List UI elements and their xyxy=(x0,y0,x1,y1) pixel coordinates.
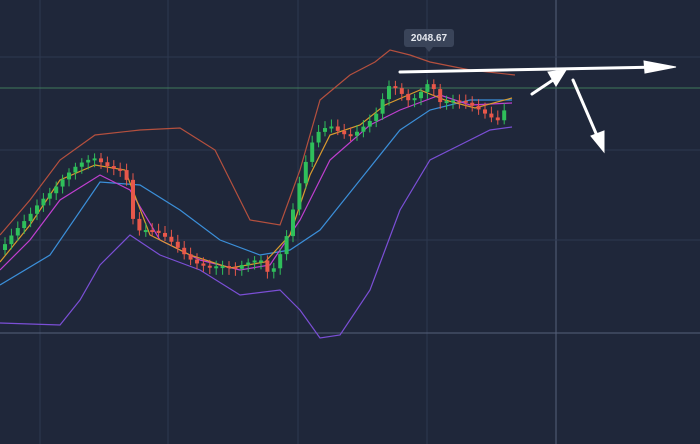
candle-body xyxy=(252,260,257,263)
candle-body xyxy=(380,99,385,114)
candles xyxy=(3,79,507,279)
candle-body xyxy=(367,120,372,127)
drawn-arrows xyxy=(398,60,677,154)
candle-body xyxy=(175,241,180,248)
candle-body xyxy=(227,266,231,269)
candle-body xyxy=(163,232,167,237)
candle-body xyxy=(41,198,46,206)
lower-band xyxy=(0,126,513,339)
candle-body xyxy=(105,162,110,167)
candle-body xyxy=(489,113,494,118)
candle-body xyxy=(483,109,487,114)
candle-body xyxy=(233,266,238,269)
candle-body xyxy=(188,254,193,260)
candle-body xyxy=(143,230,148,233)
arrow-line xyxy=(530,76,558,96)
candle-body xyxy=(54,186,59,194)
candle-body xyxy=(150,230,155,233)
candle-body xyxy=(291,209,295,237)
candle-body xyxy=(137,218,142,231)
candle-body xyxy=(271,268,276,272)
candle-body xyxy=(387,86,391,100)
price-tag: 2048.67 xyxy=(404,29,454,52)
candle-body xyxy=(348,134,353,137)
candle-body xyxy=(201,263,206,266)
candle-body xyxy=(195,259,199,264)
candle-body xyxy=(393,86,398,89)
candle-body xyxy=(214,266,219,269)
candle-body xyxy=(35,205,39,214)
candle-body xyxy=(361,126,366,132)
candle-body xyxy=(73,166,78,173)
candle-body xyxy=(374,113,379,121)
candle-body xyxy=(463,100,468,103)
candle-body xyxy=(22,221,27,229)
candle-body xyxy=(310,142,315,162)
candle-body xyxy=(79,162,84,167)
candle-body xyxy=(316,131,321,143)
candle-body xyxy=(406,93,411,101)
upper-band xyxy=(0,49,516,236)
candle-body xyxy=(220,266,225,269)
candle-body xyxy=(476,105,481,110)
arrowhead xyxy=(590,130,605,154)
candle-body xyxy=(156,230,161,233)
price-tag-pointer xyxy=(425,47,433,52)
candle-body xyxy=(412,98,417,101)
arrow-line xyxy=(398,65,662,74)
candle-body xyxy=(335,126,340,131)
candle-body xyxy=(86,159,91,163)
arrowhead xyxy=(643,60,677,74)
candle-body xyxy=(451,100,455,103)
arrowhead xyxy=(547,69,567,87)
candle-body xyxy=(111,166,116,169)
candle-body xyxy=(15,228,20,236)
candle-body xyxy=(118,168,123,171)
candle-body xyxy=(399,88,404,94)
candle-body xyxy=(246,262,251,266)
candle-body xyxy=(259,260,263,263)
price-label: 2048.67 xyxy=(411,33,448,44)
candle-body xyxy=(323,128,327,132)
candle-body xyxy=(419,91,423,99)
candle-body xyxy=(60,179,65,187)
arrow-line xyxy=(571,78,600,140)
candle-body xyxy=(131,179,135,219)
candle-body xyxy=(284,236,289,255)
candle-body xyxy=(3,244,7,250)
candle-body xyxy=(431,84,436,90)
candle-body xyxy=(470,102,475,106)
candle-body xyxy=(207,265,212,268)
fast-average xyxy=(0,89,513,269)
candle-body xyxy=(425,84,430,92)
candle-body xyxy=(297,183,302,210)
candle-body xyxy=(9,235,14,245)
candle-body xyxy=(355,131,359,136)
candle-body xyxy=(502,110,507,121)
candle-body xyxy=(278,254,283,269)
candle-body xyxy=(67,172,71,180)
candle-body xyxy=(99,158,103,163)
candle-body xyxy=(303,161,308,184)
candle-body xyxy=(495,117,500,121)
candle-body xyxy=(329,126,334,129)
candle-body xyxy=(438,89,443,103)
candle-body xyxy=(28,213,33,222)
candle-body xyxy=(47,193,52,199)
candle-body xyxy=(457,100,462,103)
middle-band xyxy=(0,99,512,286)
candle-body xyxy=(124,170,129,180)
candle-body xyxy=(239,265,244,269)
candle-body xyxy=(182,247,187,255)
candle-body xyxy=(265,260,270,272)
candle-body xyxy=(169,236,174,242)
candle-body xyxy=(92,158,97,161)
candle-body xyxy=(444,101,449,104)
candle-body xyxy=(342,130,347,135)
price-tag-box xyxy=(404,29,454,47)
